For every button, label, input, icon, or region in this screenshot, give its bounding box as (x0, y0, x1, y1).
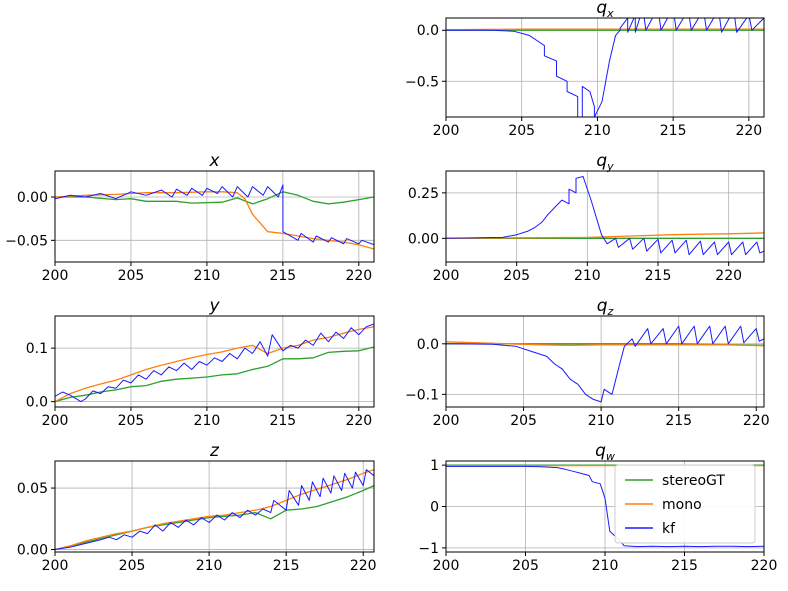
x-tick-label: 205 (118, 413, 145, 429)
panel-title: qw (595, 441, 615, 463)
legend-label: mono (662, 497, 702, 513)
series-line-kf (446, 18, 764, 117)
series-group (55, 323, 374, 403)
legend-label: stereoGT (662, 473, 725, 489)
x-tick-label: 220 (345, 268, 372, 284)
panel-qz: 200 205 210 215 220 0.0 −0.1 qz (405, 296, 770, 429)
x-tick-label: 205 (510, 413, 537, 429)
series-line-kf (55, 323, 374, 403)
x-tick-label: 215 (645, 268, 672, 284)
x-tick-label: 200 (433, 558, 460, 574)
x-tick-label: 220 (345, 413, 372, 429)
x-tick-label: 200 (433, 413, 460, 429)
y-tick-label: 0.05 (17, 481, 48, 497)
x-tick-label: 200 (433, 123, 460, 139)
x-tick-label: 210 (194, 413, 221, 429)
y-tick-label: −1 (418, 541, 439, 557)
panel-title: z (209, 441, 220, 461)
series-group (446, 176, 764, 256)
axes-frame (445, 17, 765, 118)
x-tick-label: 220 (715, 268, 742, 284)
y-tick-label: 0.1 (26, 341, 48, 357)
x-tick-label: 210 (588, 413, 615, 429)
x-tick-label: 210 (574, 268, 601, 284)
x-tick-label: 205 (503, 268, 530, 284)
x-tick-label: 200 (42, 268, 69, 284)
x-tick-label: 220 (751, 558, 778, 574)
series-line-mono (446, 28, 764, 31)
axes-frame (54, 460, 375, 553)
x-tick-label: 215 (671, 558, 698, 574)
x-tick-label: 200 (42, 413, 69, 429)
x-tick-label: 215 (269, 413, 296, 429)
x-tick-label: 205 (512, 558, 539, 574)
legend-entry-stereoGT: stereoGT (625, 473, 725, 489)
x-tick-label: 210 (584, 123, 611, 139)
series-line-mono (55, 191, 374, 250)
series-line-kf (55, 184, 374, 246)
y-tick-label: 0.0 (26, 395, 48, 411)
y-tick-label: −0.1 (405, 387, 439, 403)
x-tick-label: 215 (269, 268, 296, 284)
axes-frame (445, 315, 765, 408)
series-line-kf (55, 469, 374, 550)
series-line-kf (446, 325, 764, 403)
panel-title: qz (597, 296, 614, 318)
x-tick-label: 205 (508, 123, 535, 139)
x-tick-label: 215 (273, 558, 300, 574)
series-group (446, 18, 764, 117)
x-tick-label: 205 (118, 268, 145, 284)
series-line-stereoGT (55, 485, 374, 551)
panel-title: x (208, 151, 220, 171)
y-tick-label: 0.00 (408, 231, 439, 247)
panel-title: qy (596, 151, 614, 173)
x-tick-label: 220 (743, 413, 770, 429)
legend-entry-kf: kf (625, 521, 676, 537)
panel-title: y (208, 296, 220, 316)
axes-frame (54, 315, 375, 408)
axes-frame (54, 170, 375, 263)
x-tick-label: 220 (735, 123, 762, 139)
x-tick-label: 200 (433, 268, 460, 284)
y-tick-label: −0.05 (5, 233, 48, 249)
series-group (55, 468, 374, 551)
series-line-kf (446, 465, 764, 548)
legend: stereoGT mono kf (614, 464, 756, 544)
y-tick-label: 0 (430, 500, 439, 516)
y-tick-label: 1 (430, 458, 439, 474)
x-tick-label: 220 (350, 558, 377, 574)
series-line-mono (55, 326, 374, 403)
x-tick-label: 210 (592, 558, 619, 574)
panel-title: qx (596, 0, 614, 20)
x-tick-label: 205 (119, 558, 146, 574)
axes-frame (445, 170, 765, 263)
y-tick-label: 0.0 (417, 23, 439, 39)
legend-box (614, 464, 756, 544)
y-tick-label: 0.25 (408, 186, 439, 202)
series-group (55, 184, 374, 250)
x-tick-label: 210 (196, 558, 223, 574)
panel-y: 200 205 210 215 220 0.1 0.0 y (26, 296, 375, 429)
panel-x: 200 205 210 215 220 0.00 −0.05 x (5, 151, 375, 284)
series-group (446, 325, 764, 403)
x-tick-label: 200 (42, 558, 69, 574)
panel-qy: 200 205 210 215 220 0.25 0.00 qy (408, 151, 765, 284)
panel-qx: 200 205 210 215 220 0.0 −0.5 qx (405, 0, 765, 139)
series-line-kf (446, 176, 764, 256)
y-tick-label: 0.00 (17, 190, 48, 206)
series-line-stereoGT (55, 346, 374, 403)
legend-entry-mono: mono (625, 497, 702, 513)
series-line-stereoGT (55, 191, 374, 205)
series-line-mono (446, 341, 764, 347)
y-tick-label: 0.0 (417, 337, 439, 353)
x-tick-label: 215 (660, 123, 687, 139)
y-tick-label: −0.5 (405, 74, 439, 90)
series-line-mono (446, 232, 764, 239)
y-tick-label: 0.00 (17, 543, 48, 559)
x-tick-label: 210 (194, 268, 221, 284)
panel-z: 200 205 210 215 220 0.05 0.00 z (17, 441, 377, 574)
legend-label: kf (662, 521, 676, 537)
x-tick-label: 215 (665, 413, 692, 429)
